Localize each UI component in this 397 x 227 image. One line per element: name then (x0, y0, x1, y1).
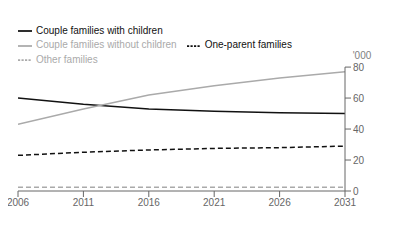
svg-text:60: 60 (353, 93, 365, 104)
svg-text:'000: '000 (353, 50, 372, 61)
html-text:Couple families with children: Couple families with children (36, 25, 163, 36)
svg-text:2026: 2026 (268, 197, 291, 208)
svg-text:20: 20 (353, 155, 365, 166)
svg-text:2006: 2006 (8, 197, 30, 208)
html-text:One-parent families: One-parent families (204, 39, 292, 51)
svg-text:80: 80 (353, 62, 365, 73)
svg-text:2011: 2011 (73, 197, 95, 208)
svg-text:2016: 2016 (138, 197, 161, 208)
svg-text:40: 40 (353, 124, 365, 135)
svg-text:2021: 2021 (203, 197, 226, 208)
html-text:Other families: Other families (36, 53, 98, 65)
svg-text:0: 0 (353, 186, 359, 197)
html-text:Couple families without childr: Couple families without children (36, 39, 177, 51)
svg-text:2031: 2031 (334, 197, 357, 208)
